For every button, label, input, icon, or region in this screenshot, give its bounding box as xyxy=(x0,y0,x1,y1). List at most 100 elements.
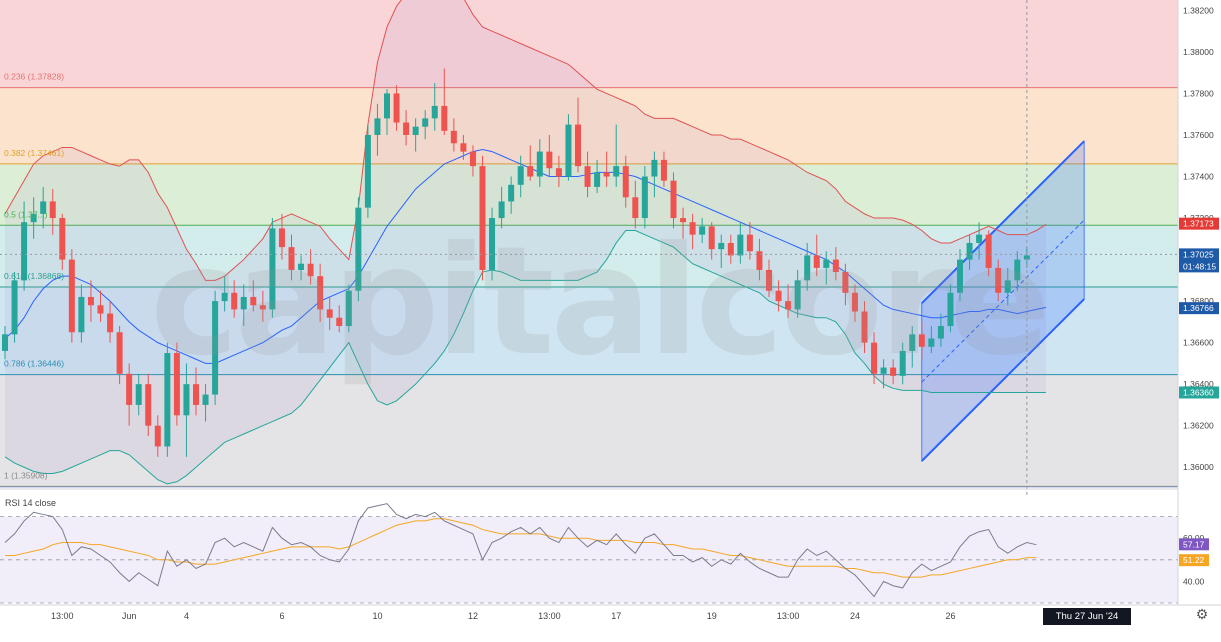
rsi-title: RSI 14 close xyxy=(5,498,56,508)
candle xyxy=(813,234,820,277)
candle-body xyxy=(689,222,696,235)
candles xyxy=(2,68,1030,457)
bollinger-fill xyxy=(5,0,1046,484)
time-tick-label: Jun xyxy=(122,611,137,621)
candle-body xyxy=(641,176,648,219)
candle-body xyxy=(1023,255,1030,260)
candle xyxy=(78,284,85,343)
candle-body xyxy=(441,105,448,131)
fib-zone xyxy=(0,87,1178,164)
candle xyxy=(11,272,18,343)
candle xyxy=(536,139,543,187)
candle xyxy=(842,263,849,306)
candle xyxy=(832,247,839,281)
price-tick-label: 1.36800 xyxy=(1183,296,1214,306)
candle xyxy=(928,326,935,354)
candle-body xyxy=(651,159,658,177)
candle-body xyxy=(766,269,772,291)
candle-body xyxy=(97,305,104,314)
channel-midline xyxy=(921,219,1085,383)
candle-body xyxy=(374,118,381,135)
candle xyxy=(527,145,534,181)
candle-body xyxy=(899,350,906,376)
candle xyxy=(727,234,734,264)
fib-labels: 0.236 (1.37828) 0.382 (1.37461) 0.5 (1.37.… xyxy=(4,72,64,481)
bollinger-basis xyxy=(4,149,1047,364)
candle xyxy=(355,197,362,302)
candle-body xyxy=(269,228,276,310)
candle xyxy=(909,326,916,368)
candle-body xyxy=(660,159,667,181)
candle xyxy=(231,280,238,318)
candle xyxy=(345,284,352,333)
candle-body xyxy=(1004,280,1011,293)
candle xyxy=(555,155,562,187)
crosshair-time-label: Thu 27 Jun '24 21:00 xyxy=(1043,608,1131,639)
price-tag xyxy=(1179,386,1219,399)
candle-body xyxy=(412,126,419,135)
candle xyxy=(269,218,276,318)
candle-body xyxy=(498,201,505,219)
candle-body xyxy=(527,166,534,177)
candle xyxy=(804,242,811,291)
candle-body xyxy=(154,425,161,447)
gear-icon[interactable]: ⚙ xyxy=(1195,606,1209,622)
candle xyxy=(126,363,133,426)
time-tick-label: 13:00 xyxy=(538,611,561,621)
candle-body xyxy=(288,247,295,270)
candle xyxy=(594,159,601,194)
candle xyxy=(756,238,763,281)
candle-body xyxy=(460,143,467,152)
candle xyxy=(412,118,419,152)
candle-body xyxy=(202,394,209,405)
candle xyxy=(441,68,448,135)
candle-body xyxy=(804,255,811,281)
candle xyxy=(212,290,219,405)
candle xyxy=(966,234,973,270)
candle xyxy=(403,110,410,146)
candle-body xyxy=(823,259,830,268)
channel-lower-line xyxy=(921,298,1085,462)
candle xyxy=(670,172,677,229)
candle xyxy=(498,186,505,229)
channel-upper-line xyxy=(921,140,1085,304)
candle-body xyxy=(135,384,142,405)
candle xyxy=(460,134,467,160)
candle xyxy=(947,284,954,333)
time-tick-label: 24 xyxy=(850,611,860,621)
candle-body xyxy=(517,166,524,185)
candle-body xyxy=(947,292,954,327)
candle xyxy=(746,222,753,260)
candle-body xyxy=(632,197,639,219)
candle-body xyxy=(479,166,486,270)
candle xyxy=(699,218,706,243)
candle-body xyxy=(145,384,152,426)
time-tick-label: 10 xyxy=(372,611,382,621)
candle xyxy=(517,155,524,198)
candle xyxy=(565,114,572,181)
candle-body xyxy=(355,207,362,291)
candle xyxy=(766,259,772,297)
candle-body xyxy=(30,213,37,223)
rsi-background xyxy=(0,495,1178,603)
candle xyxy=(164,342,171,457)
candle-body xyxy=(59,218,66,260)
candle xyxy=(145,373,152,437)
candle xyxy=(59,213,66,270)
candle xyxy=(384,89,390,135)
candle-body xyxy=(785,301,792,310)
price-chart[interactable]: 0.236 (1.37828) 0.382 (1.37461) 0.5 (1.37.… xyxy=(0,0,1221,625)
candle-body xyxy=(995,267,1002,293)
candle-body xyxy=(21,222,28,281)
candle xyxy=(651,151,658,198)
candle-body xyxy=(794,280,801,310)
price-tick-label: 1.37400 xyxy=(1183,172,1214,182)
candle xyxy=(450,118,457,152)
candle-body xyxy=(298,263,305,270)
fib-zone-bottom xyxy=(0,486,1178,488)
candle xyxy=(422,110,429,140)
candle xyxy=(785,284,792,318)
rsi-tick-label: 40.00 xyxy=(1183,576,1205,586)
candle-body xyxy=(603,172,610,177)
